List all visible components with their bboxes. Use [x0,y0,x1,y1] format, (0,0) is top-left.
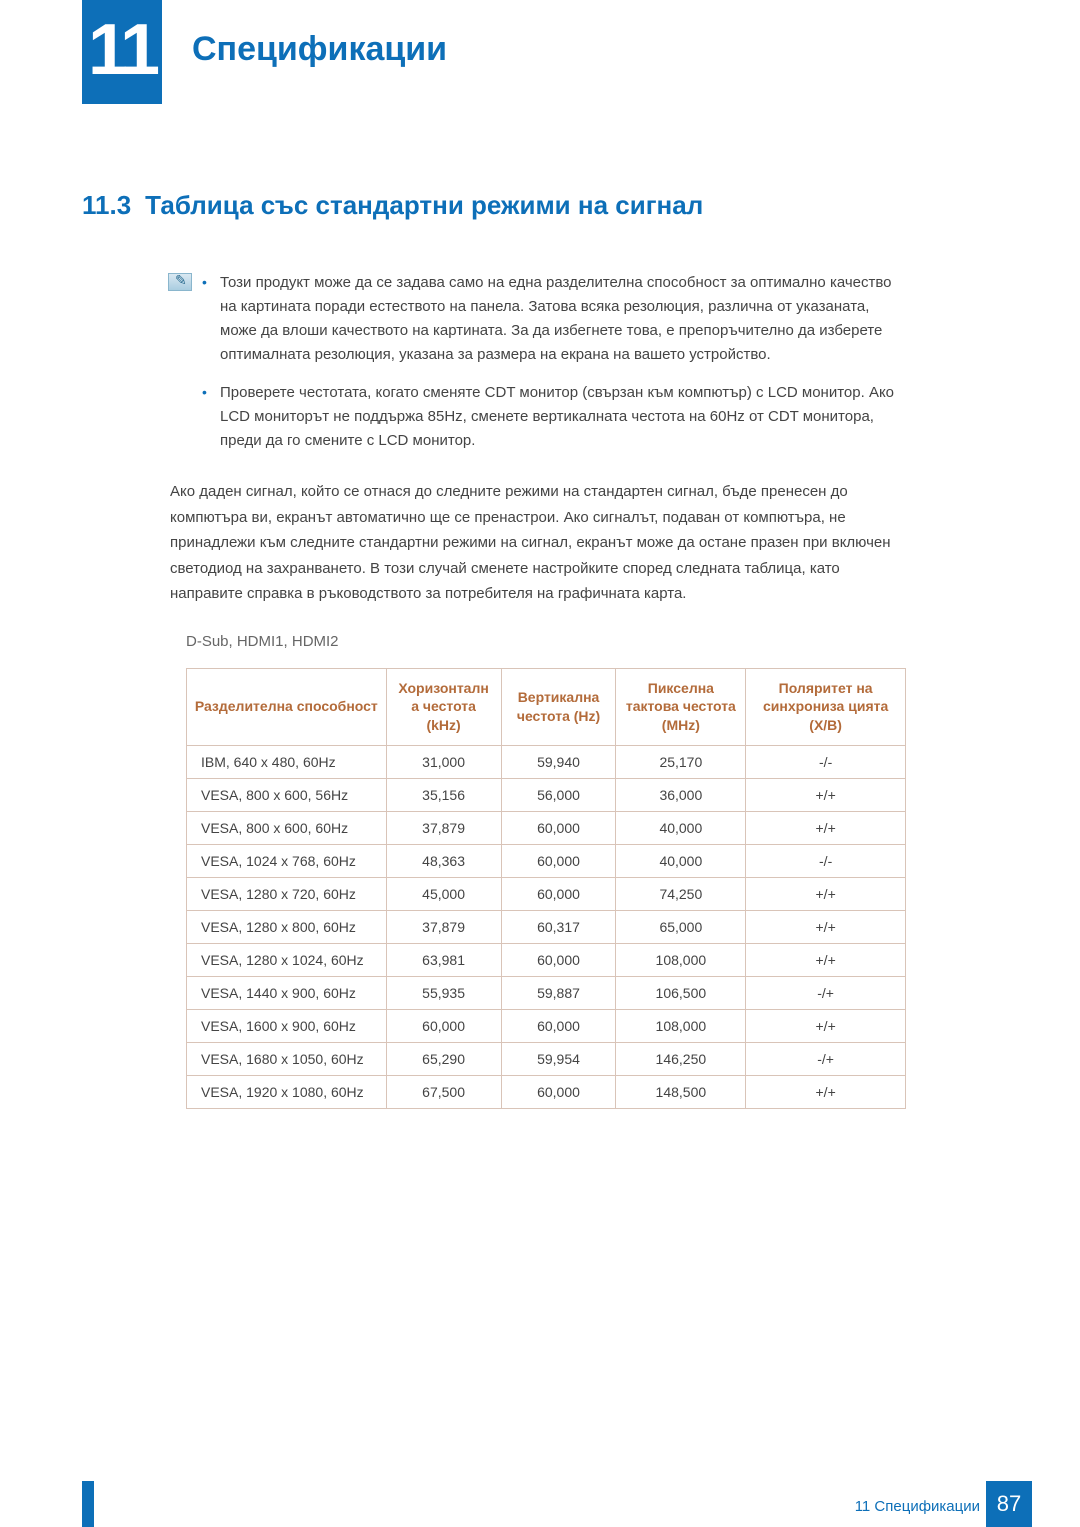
table-cell: 60,000 [501,812,616,845]
col-header: Пикселна тактова честота (MHz) [616,668,746,746]
section-title: Таблица със стандартни режими на сигнал [145,190,703,221]
table-cell: 74,250 [616,878,746,911]
table-cell: VESA, 1680 x 1050, 60Hz [187,1043,387,1076]
table-cell: 37,879 [386,911,501,944]
signal-modes-table: Разделителна способност Хоризонталн а че… [186,668,906,1110]
table-cell: VESA, 1600 x 900, 60Hz [187,1010,387,1043]
table-row: VESA, 800 x 600, 56Hz35,15656,00036,000+… [187,779,906,812]
note-icon [168,273,192,291]
table-cell: 55,935 [386,977,501,1010]
table-cell: 35,156 [386,779,501,812]
table-cell: VESA, 800 x 600, 56Hz [187,779,387,812]
col-header: Вертикална честота (Hz) [501,668,616,746]
table-cell: 60,000 [501,1076,616,1109]
table-cell: VESA, 1280 x 720, 60Hz [187,878,387,911]
table-cell: 36,000 [616,779,746,812]
table-cell: VESA, 800 x 600, 60Hz [187,812,387,845]
table-row: VESA, 800 x 600, 60Hz37,87960,00040,000+… [187,812,906,845]
table-cell: 108,000 [616,944,746,977]
table-cell: IBM, 640 x 480, 60Hz [187,746,387,779]
table-cell: 67,500 [386,1076,501,1109]
table-cell: -/+ [746,977,906,1010]
table-row: VESA, 1280 x 800, 60Hz37,87960,31765,000… [187,911,906,944]
table-head: Разделителна способност Хоризонталн а че… [187,668,906,746]
table-cell: VESA, 1920 x 1080, 60Hz [187,1076,387,1109]
table-cell: +/+ [746,911,906,944]
table-row: VESA, 1600 x 900, 60Hz60,00060,000108,00… [187,1010,906,1043]
section-heading: 11.3 Таблица със стандартни режими на си… [82,190,1080,221]
table-cell: 65,290 [386,1043,501,1076]
note-item: Този продукт може да се задава само на е… [220,271,910,367]
table-cell: +/+ [746,1076,906,1109]
table-cell: -/+ [746,1043,906,1076]
table-cell: VESA, 1280 x 1024, 60Hz [187,944,387,977]
table-cell: VESA, 1280 x 800, 60Hz [187,911,387,944]
footer-page-number: 87 [986,1481,1032,1527]
table-cell: VESA, 1440 x 900, 60Hz [187,977,387,1010]
table-cell: 59,954 [501,1043,616,1076]
table-cell: 60,000 [386,1010,501,1043]
chapter-number-badge: 11 [82,0,162,104]
table-cell: 31,000 [386,746,501,779]
table-cell: 25,170 [616,746,746,779]
table-row: VESA, 1680 x 1050, 60Hz65,29059,954146,2… [187,1043,906,1076]
footer-label: 11 Спецификации [855,1498,980,1515]
table-cell: 59,887 [501,977,616,1010]
table-cell: 63,981 [386,944,501,977]
note-item: Проверете честотата, когато сменяте CDT … [220,381,910,453]
table-cell: 45,000 [386,878,501,911]
table-cell: VESA, 1024 x 768, 60Hz [187,845,387,878]
table-subhead: D-Sub, HDMI1, HDMI2 [186,633,910,650]
table-body: IBM, 640 x 480, 60Hz31,00059,94025,170-/… [187,746,906,1109]
col-header: Поляритет на синхрониза цията (Х/В) [746,668,906,746]
chapter-title: Спецификации [192,30,447,69]
table-row: VESA, 1280 x 1024, 60Hz63,98160,000108,0… [187,944,906,977]
table-cell: 108,000 [616,1010,746,1043]
table-cell: 146,250 [616,1043,746,1076]
page-footer: 11 Спецификации 87 [0,1481,1080,1527]
table-cell: 65,000 [616,911,746,944]
table-cell: 60,317 [501,911,616,944]
table-cell: -/- [746,845,906,878]
table-row: IBM, 640 x 480, 60Hz31,00059,94025,170-/… [187,746,906,779]
table-cell: 106,500 [616,977,746,1010]
table-cell: +/+ [746,779,906,812]
table-cell: 59,940 [501,746,616,779]
table-row: VESA, 1440 x 900, 60Hz55,93559,887106,50… [187,977,906,1010]
table-cell: 56,000 [501,779,616,812]
table-cell: +/+ [746,1010,906,1043]
table-cell: 60,000 [501,878,616,911]
table-cell: +/+ [746,944,906,977]
table-cell: +/+ [746,812,906,845]
table-cell: -/- [746,746,906,779]
footer-accent-bar [82,1481,94,1527]
col-header: Хоризонталн а честота (kHz) [386,668,501,746]
col-header: Разделителна способност [187,668,387,746]
note-block: Този продукт може да се задава само на е… [170,271,910,453]
table-cell: 40,000 [616,845,746,878]
table-cell: 60,000 [501,1010,616,1043]
table-row: VESA, 1280 x 720, 60Hz45,00060,00074,250… [187,878,906,911]
table-cell: 60,000 [501,944,616,977]
table-row: VESA, 1920 x 1080, 60Hz67,50060,000148,5… [187,1076,906,1109]
table-cell: 60,000 [501,845,616,878]
table-cell: 37,879 [386,812,501,845]
table-cell: 40,000 [616,812,746,845]
page-header: 11 Спецификации [0,0,1080,130]
body-paragraph: Ако даден сигнал, който се отнася до сле… [170,479,910,607]
table-cell: 148,500 [616,1076,746,1109]
section-number: 11.3 [82,190,131,221]
table-cell: 48,363 [386,845,501,878]
table-cell: +/+ [746,878,906,911]
table-row: VESA, 1024 x 768, 60Hz48,36360,00040,000… [187,845,906,878]
note-list: Този продукт може да се задава само на е… [170,271,910,453]
